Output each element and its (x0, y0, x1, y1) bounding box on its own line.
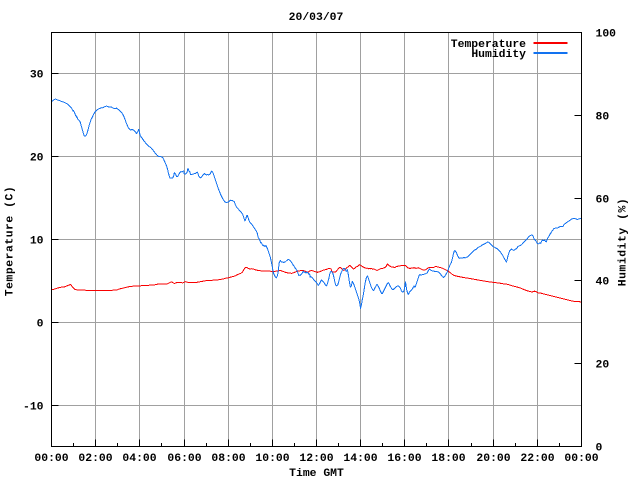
svg-text:22:00: 22:00 (520, 453, 554, 465)
svg-text:18:00: 18:00 (431, 453, 465, 465)
svg-text:20: 20 (30, 153, 44, 165)
svg-text:00:00: 00:00 (34, 453, 68, 465)
svg-text:0: 0 (37, 319, 44, 331)
svg-text:04:00: 04:00 (122, 453, 156, 465)
svg-text:20:00: 20:00 (476, 453, 510, 465)
svg-text:02:00: 02:00 (78, 453, 112, 465)
svg-text:10:00: 10:00 (255, 453, 289, 465)
svg-text:0: 0 (596, 443, 603, 455)
svg-text:16:00: 16:00 (387, 453, 421, 465)
svg-text:00:00: 00:00 (564, 453, 598, 465)
svg-text:12:00: 12:00 (299, 453, 333, 465)
svg-text:20: 20 (596, 360, 610, 372)
svg-text:10: 10 (30, 236, 44, 248)
svg-text:Time GMT: Time GMT (289, 468, 344, 480)
svg-text:Temperature: Temperature (451, 39, 526, 51)
svg-text:Temperature (C): Temperature (C) (5, 186, 17, 296)
svg-text:Humidity (%): Humidity (%) (618, 198, 630, 286)
svg-text:30: 30 (30, 70, 44, 82)
svg-text:20/03/07: 20/03/07 (289, 12, 344, 24)
svg-text:40: 40 (596, 277, 610, 289)
svg-text:60: 60 (596, 195, 610, 207)
svg-text:Humidity: Humidity (471, 49, 526, 61)
svg-text:100: 100 (596, 29, 617, 41)
svg-text:14:00: 14:00 (343, 453, 377, 465)
svg-text:-10: -10 (23, 402, 44, 414)
svg-text:06:00: 06:00 (167, 453, 201, 465)
svg-text:80: 80 (596, 112, 610, 124)
svg-text:08:00: 08:00 (211, 453, 245, 465)
